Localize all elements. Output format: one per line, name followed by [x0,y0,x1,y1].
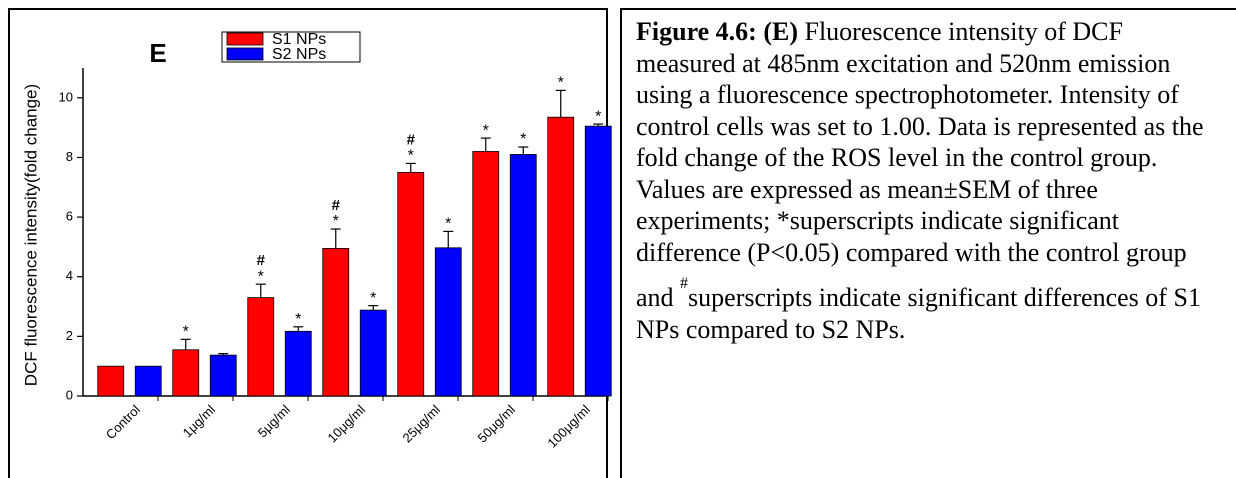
significance-hash: # [332,197,341,214]
x-tick-label: 5μg/ml [255,402,293,440]
bar [172,349,200,397]
x-tick-label: 25μg/ml [400,402,444,446]
legend-swatch [226,32,264,46]
y-tick-label: 4 [66,268,73,283]
legend-label: S2 NPs [272,46,326,63]
bar [397,171,425,397]
caption-text: Fluorescence intensity of DCF measured a… [636,17,1204,312]
y-tick-label: 6 [66,209,73,224]
significance-star: * [408,148,414,165]
bar [97,365,125,397]
x-tick-label: 1μg/ml [180,402,218,440]
caption: Figure 4.6: (E) Fluorescence intensity o… [620,8,1236,478]
bar [547,116,575,397]
bar [509,154,537,397]
chart-title: E [149,38,166,68]
bar [584,125,612,397]
significance-star: * [483,122,489,139]
y-tick-label: 10 [59,89,73,104]
bar [284,330,312,397]
significance-star: * [520,131,526,148]
significance-star: * [333,213,339,230]
significance-star: * [445,216,451,233]
significance-star: * [595,108,601,125]
significance-star: * [183,324,189,341]
x-tick-label: 10μg/ml [325,402,369,446]
bar [134,365,162,397]
y-tick-label: 2 [66,328,73,343]
y-axis-label: DCF fluorescence intensity(fold change) [21,84,40,386]
x-tick-label: 100μg/ml [544,402,593,451]
bar [209,354,237,397]
chart: E DCF fluorescence intensity(fold change… [21,31,612,451]
legend-label: S1 NPs [272,31,326,48]
bar [247,297,275,397]
significance-hash: # [257,252,266,269]
significance-star: * [258,268,264,285]
caption-text: superscripts indicate significant differ… [636,283,1201,344]
y-tick-label: 8 [66,149,73,164]
significance-star: * [370,290,376,307]
significance-star: * [295,311,301,328]
caption-label: Figure 4.6: (E) [636,17,798,46]
significance-hash: # [407,131,416,148]
significance-star: * [558,75,564,92]
x-tick-label: 50μg/ml [475,402,519,446]
y-tick-label: 0 [66,387,73,402]
x-tick-label: Control [103,402,143,442]
bar [472,151,500,397]
legend-swatch [226,47,264,61]
bar [359,309,387,397]
bar [434,247,462,397]
caption-superscript: # [680,275,689,292]
bar [322,247,350,397]
